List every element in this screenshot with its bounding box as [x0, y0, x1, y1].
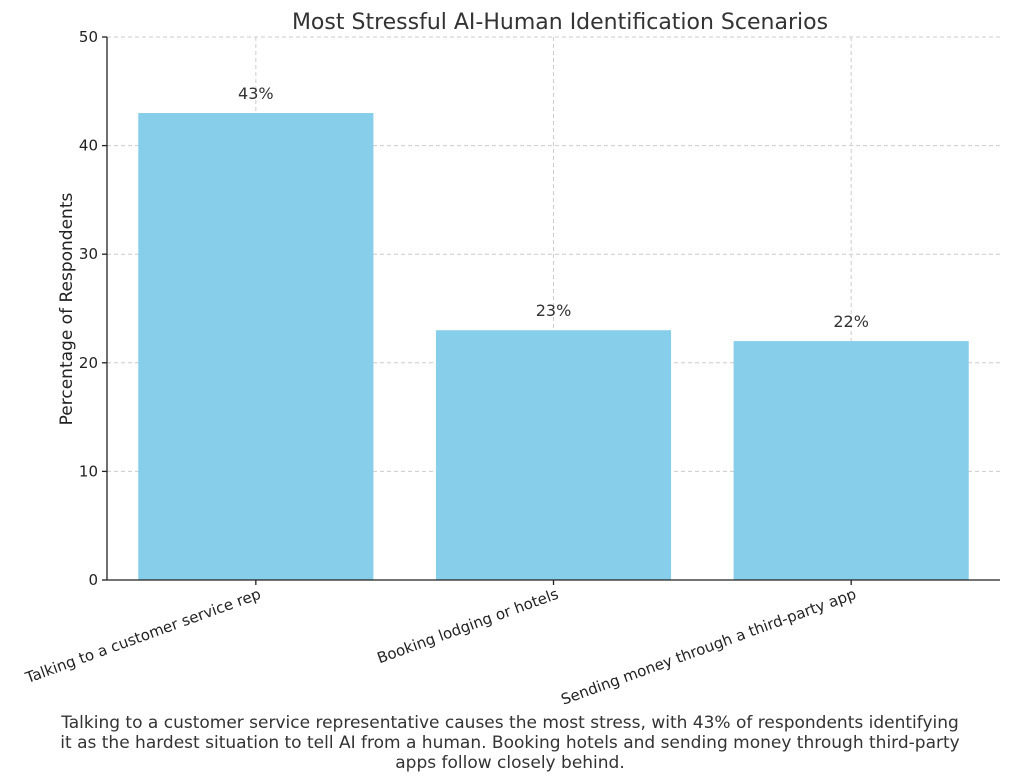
y-tick-label: 10 [79, 462, 98, 480]
chart-title: Most Stressful AI-Human Identification S… [292, 10, 828, 35]
bar [435, 330, 672, 580]
bars [138, 113, 969, 581]
x-ticks: Talking to a customer service rep Booking… [22, 580, 859, 709]
y-tick-label: 0 [88, 571, 98, 589]
chart-caption: Talking to a customer service representa… [60, 713, 960, 773]
bar [733, 341, 969, 580]
y-tick-label: 20 [79, 354, 98, 372]
y-ticks: 0 10 20 30 40 50 [79, 28, 107, 589]
y-tick-label: 40 [79, 137, 98, 155]
x-tick-label: Talking to a customer service rep [22, 585, 263, 687]
y-tick-label: 50 [79, 28, 98, 46]
bar [138, 113, 374, 581]
bar-chart: Most Stressful AI-Human Identification S… [22, 10, 1000, 709]
x-tick-label: Booking lodging or hotels [375, 585, 561, 667]
y-tick-label: 30 [79, 245, 98, 263]
x-tick-label: Sending money through a third-party app [559, 585, 859, 709]
y-axis-label: Percentage of Respondents [57, 193, 77, 426]
bar-value-label: 23% [536, 301, 572, 320]
bar-value-label: 43% [238, 84, 274, 103]
bar-value-label: 22% [833, 312, 869, 331]
data-labels: 43% 23% 22% [238, 84, 869, 331]
